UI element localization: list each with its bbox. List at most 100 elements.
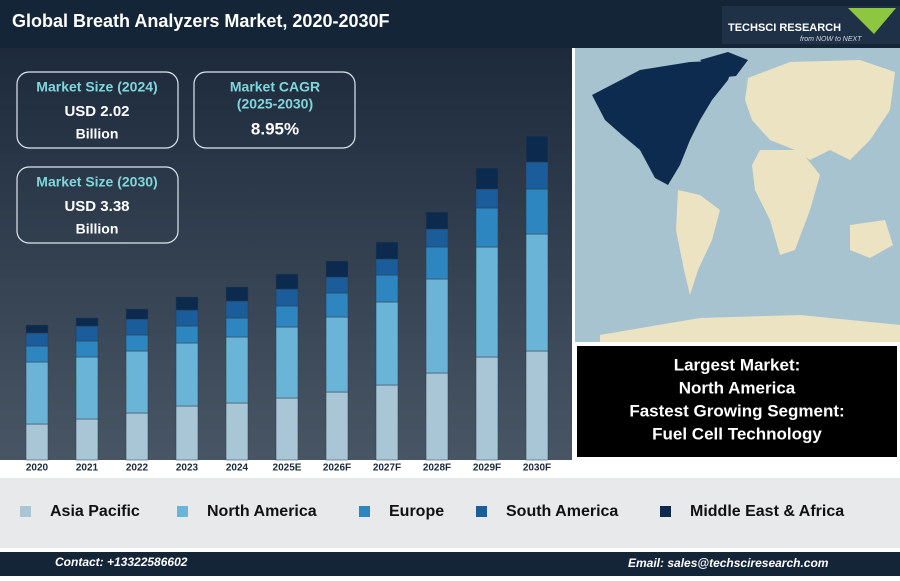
- bar-segment: [525, 233, 549, 352]
- antarctica: [600, 315, 900, 342]
- bar-segment: [275, 397, 299, 461]
- bar-segment: [375, 241, 399, 260]
- bar-segment: [125, 350, 149, 414]
- title: Global Breath Analyzers Market, 2020-203…: [12, 11, 390, 31]
- x-tick-label: 2028F: [423, 463, 451, 474]
- legend-swatch: [476, 506, 487, 517]
- bar-segment: [125, 334, 149, 352]
- x-tick-label: 2022: [126, 463, 149, 474]
- bar-segment: [275, 273, 299, 290]
- x-tick-label: 2021: [76, 463, 99, 474]
- bar-segment: [325, 316, 349, 393]
- bar-segment: [525, 350, 549, 461]
- bar-segment: [175, 296, 199, 311]
- bar-segment: [275, 305, 299, 328]
- bar-segment: [275, 288, 299, 307]
- logo: TECHSCI RESEARCH: [728, 22, 841, 34]
- bar-segment: [175, 405, 199, 461]
- x-tick-label: 2025E: [273, 463, 302, 474]
- bar-segment: [75, 356, 99, 420]
- legend-label: South America: [506, 503, 618, 520]
- bar-segment: [375, 384, 399, 461]
- bar-segment: [125, 412, 149, 461]
- map: [575, 48, 900, 342]
- footer-bar: [0, 552, 900, 576]
- stat-box: [16, 166, 179, 244]
- bar-segment: [225, 300, 249, 319]
- bar-segment: [475, 246, 499, 358]
- bar-segment: [25, 423, 49, 461]
- logo-icon: [848, 8, 896, 34]
- stat-unit: Billion: [76, 126, 119, 142]
- bar-segment: [225, 286, 249, 302]
- bar-segment: [525, 188, 549, 235]
- bar-segment: [525, 161, 549, 190]
- legend-swatch: [20, 506, 31, 517]
- bar-segment: [25, 332, 49, 347]
- stat-label: Market CAGR: [230, 79, 320, 95]
- highlight-box: [575, 344, 899, 459]
- stat-value: USD 3.38: [64, 198, 129, 215]
- bar-segment: [25, 361, 49, 425]
- tagline: from NOW to NEXT: [800, 36, 862, 43]
- bar-segment: [325, 292, 349, 318]
- bar-segment: [325, 260, 349, 278]
- bar-segment: [125, 308, 149, 320]
- bar-segment: [175, 342, 199, 407]
- bar-segment: [325, 276, 349, 294]
- x-tick-label: 2027F: [373, 463, 401, 474]
- email: Email: sales@techsciresearch.com: [628, 556, 829, 570]
- bar-segment: [425, 278, 449, 374]
- plot: 2020 2021 2022 2023 2024 2025E 2026F 2027F 2028F…: [25, 135, 551, 474]
- bar-segment: [75, 418, 99, 461]
- stat-box: [193, 71, 356, 149]
- bar-segment: [325, 391, 349, 461]
- stat-period: (2025-2030): [237, 96, 313, 112]
- bar-segment: [425, 228, 449, 248]
- highlight: Fastest Growing Segment:: [629, 401, 844, 420]
- stat-value: 8.95%: [251, 119, 299, 138]
- legend-swatch: [177, 506, 188, 517]
- highlight: Largest Market:: [674, 355, 801, 374]
- bar-segment: [425, 211, 449, 230]
- stat-box: [16, 71, 179, 149]
- contact: Contact: +13322586602: [55, 555, 188, 569]
- bar-segment: [225, 336, 249, 404]
- legend-label: Europe: [389, 503, 444, 520]
- highlight: Fuel Cell Technology: [652, 424, 822, 443]
- bar-segment: [75, 340, 99, 358]
- stat-label: Market Size (2024): [36, 79, 157, 95]
- highlight: North America: [679, 378, 796, 397]
- bar-segment: [75, 317, 99, 327]
- bar-segment: [475, 207, 499, 248]
- bar-segment: [375, 258, 399, 276]
- stat-label: Market Size (2030): [36, 174, 157, 190]
- legend-label: Middle East & Africa: [690, 503, 844, 520]
- bar-segment: [25, 324, 49, 334]
- australia: [850, 220, 893, 258]
- bar-segment: [275, 326, 299, 399]
- legend-band: [0, 478, 900, 548]
- bar-segment: [175, 309, 199, 327]
- bar-segment: [25, 345, 49, 363]
- legend-label: Asia Pacific: [50, 503, 140, 520]
- bar-segment: [425, 246, 449, 280]
- bar-segment: [375, 274, 399, 303]
- south-america: [676, 190, 720, 295]
- axis-band: [0, 460, 572, 478]
- legend: Asia Pacific North America Europe South Ame…: [20, 503, 844, 520]
- bar-segment: [425, 372, 449, 461]
- bar-segment: [125, 318, 149, 336]
- eurasia: [745, 60, 895, 160]
- x-tick-label: 2020: [26, 463, 49, 474]
- africa: [752, 150, 820, 255]
- bar-segment: [475, 188, 499, 209]
- x-tick-label: 2024: [226, 463, 249, 474]
- bar-segment: [175, 325, 199, 344]
- bar-segment: [525, 135, 549, 163]
- bar-segment: [475, 167, 499, 190]
- greenland: [700, 52, 748, 78]
- x-tick-label: 2026F: [323, 463, 351, 474]
- x-tick-label: 2023: [176, 463, 199, 474]
